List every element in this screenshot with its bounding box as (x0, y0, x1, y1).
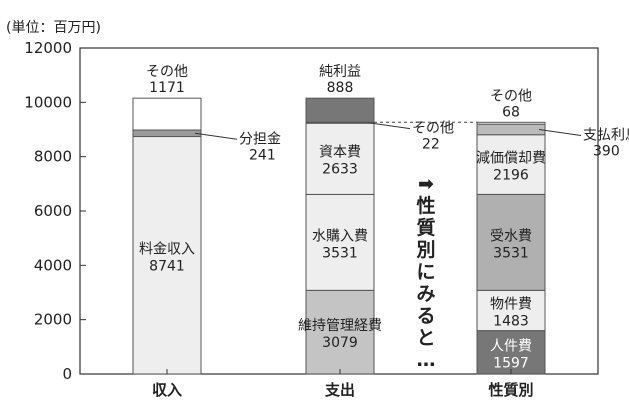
segment-name-label: 物件費 (490, 296, 532, 312)
bar-segment (476, 193, 546, 291)
segment-value-label: 241 (249, 147, 276, 163)
leader-line (194, 132, 238, 140)
bar-segment (305, 193, 375, 291)
segment-name-label: その他 (146, 64, 188, 80)
segment-value-label: 8741 (149, 258, 185, 274)
unit-label: (単位：百万円) (6, 20, 101, 36)
segment-value-label: 2633 (322, 162, 358, 178)
segment-value-label: 1597 (493, 355, 529, 371)
segment-value-label: 390 (593, 143, 620, 159)
y-tick-label: 10000 (24, 93, 72, 111)
segment-name-label: 支払利息 (583, 126, 629, 143)
y-tick-label: 8000 (34, 148, 72, 166)
category-label: 性質別 (488, 381, 533, 399)
segment-value-label: 1483 (493, 313, 529, 329)
segment-name-label: 純利益 (319, 64, 361, 80)
segment-value-label: 22 (422, 137, 440, 153)
bar-segment (305, 289, 375, 375)
segment-name-label: 水購入費 (312, 228, 368, 244)
bar-segment (476, 330, 546, 375)
annotation-text: ➡性質別にみると… (416, 173, 435, 371)
segment-value-label: 2196 (493, 168, 529, 184)
y-tick-label: 4000 (34, 256, 72, 274)
y-tick-label: 12000 (24, 39, 72, 57)
segment-name-label: その他 (490, 88, 532, 104)
segment-name-label: 料金収入 (139, 241, 195, 257)
bar-segment (305, 97, 375, 123)
segment-value-label: 68 (502, 104, 520, 120)
bar-segment (476, 289, 546, 332)
category-labels: 収入 支出 性質別 (152, 369, 534, 399)
category-label: 収入 (152, 381, 182, 399)
segment-value-label: 888 (327, 80, 354, 96)
y-tick-label: 0 (62, 365, 72, 383)
bar-segment (132, 129, 202, 138)
segment-name-label: その他 (412, 121, 454, 137)
segment-name-label: 受水費 (490, 228, 532, 244)
bar-segment (132, 97, 202, 131)
segment-name-label: 維持管理経費 (298, 318, 382, 334)
bar-segment (476, 134, 546, 195)
bar-segment (476, 121, 546, 125)
y-tick-label: 2000 (34, 311, 72, 329)
bar-segment (476, 123, 546, 136)
segment-value-label: 3531 (493, 245, 529, 261)
leader-line (538, 128, 582, 136)
segment-name-label: 分担金 (239, 131, 281, 147)
y-tick-label: 6000 (34, 202, 72, 220)
segment-name-label: 減価償却費 (476, 150, 546, 167)
segment-value-label: 1171 (149, 80, 185, 96)
bars: 料金収入8741分担金241その他1171維持管理経費3079水購入費3531資… (132, 64, 629, 375)
segment-name-label: 資本費 (319, 145, 361, 161)
segment-value-label: 3531 (322, 245, 358, 261)
category-label: 支出 (324, 381, 355, 399)
segment-name-label: 人件費 (490, 338, 532, 354)
leader-line (367, 122, 411, 130)
annotation: ➡性質別にみると… (416, 173, 435, 371)
segment-value-label: 3079 (322, 335, 358, 351)
